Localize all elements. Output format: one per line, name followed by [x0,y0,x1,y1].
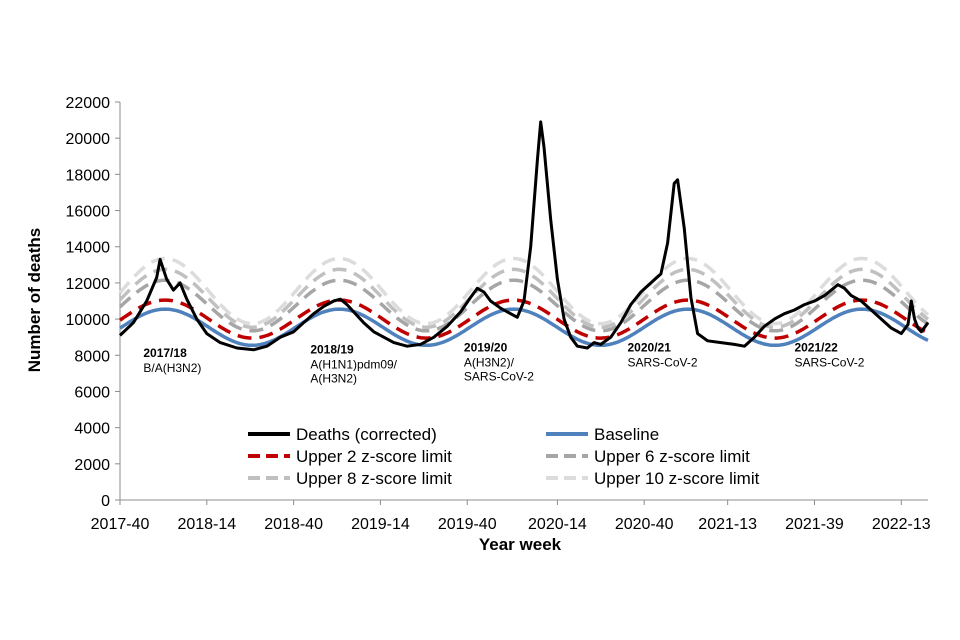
x-tick-label: 2021-13 [698,516,757,533]
season-label: 2019/20 [464,341,508,355]
y-tick-label: 4000 [74,421,110,438]
y-tick-label: 16000 [66,204,111,221]
strain-label: A(H3N2)/ [464,356,515,370]
season-label: 2018/19 [310,342,354,356]
legend-label: Upper 10 z-score limit [594,469,760,488]
series-line-upper-8-z-score-limit [118,267,930,329]
legend-label: Upper 6 z-score limit [594,447,750,466]
season-label: 2017/18 [143,346,187,360]
y-tick-label: 10000 [66,312,111,329]
series-line-upper-10-z-score-limit [118,256,930,326]
legend: Deaths (corrected) Baseline Upper 2 z-scor… [248,425,760,488]
series-line-upper-6-z-score-limit [118,278,929,333]
y-tick-label: 0 [101,493,110,510]
season-annotations: 2017/18B/A(H3N2) 2018/19A(H1N1)pdm09/A(H3… [143,341,864,386]
strain-label: A(H3N2) [310,371,357,385]
x-axis: 2017-40 2018-14 2018-40 2019-14 2019-40 2020-… [91,499,931,533]
strain-label: A(H1N1)pdm09/ [310,357,397,371]
x-tick-label: 2018-14 [177,516,236,533]
season-label: 2021/22 [794,341,838,355]
x-tick-label: 2020-14 [528,516,587,533]
y-axis: 0 2000 4000 6000 8000 10000 12000 14000 16000 180… [66,95,121,510]
y-tick-label: 20000 [66,131,111,148]
y-tick-label: 18000 [66,167,111,184]
strain-label: B/A(H3N2) [143,361,201,375]
series-line-upper-2-z-score-limit [119,298,929,340]
y-tick-label: 22000 [66,95,111,112]
y-axis-title: Number of deaths [25,228,44,373]
season-label: 2020/21 [628,341,672,355]
x-tick-label: 2021-39 [785,516,844,533]
series-line-deaths-corrected [118,120,930,352]
y-tick-label: 6000 [74,384,110,401]
legend-label: Upper 2 z-score limit [296,447,452,466]
legend-label: Baseline [594,425,659,444]
x-tick-label: 2018-40 [264,516,323,533]
series-line-baseline [119,307,929,348]
x-tick-label: 2017-40 [91,516,150,533]
strain-label: SARS-CoV-2 [628,356,698,370]
x-axis-title: Year week [479,535,562,554]
y-tick-label: 12000 [66,276,111,293]
x-tick-label: 2019-14 [351,516,410,533]
series-lines [118,120,930,352]
y-tick-label: 8000 [74,348,110,365]
legend-label: Upper 8 z-score limit [296,469,452,488]
x-tick-label: 2019-40 [438,516,497,533]
legend-label: Deaths (corrected) [296,425,437,444]
y-tick-label: 14000 [66,240,111,257]
strain-label: SARS-CoV-2 [464,370,534,384]
x-tick-label: 2020-40 [615,516,674,533]
y-tick-label: 2000 [74,457,110,474]
x-tick-label: 2022-13 [872,516,931,533]
strain-label: SARS-CoV-2 [794,356,864,370]
